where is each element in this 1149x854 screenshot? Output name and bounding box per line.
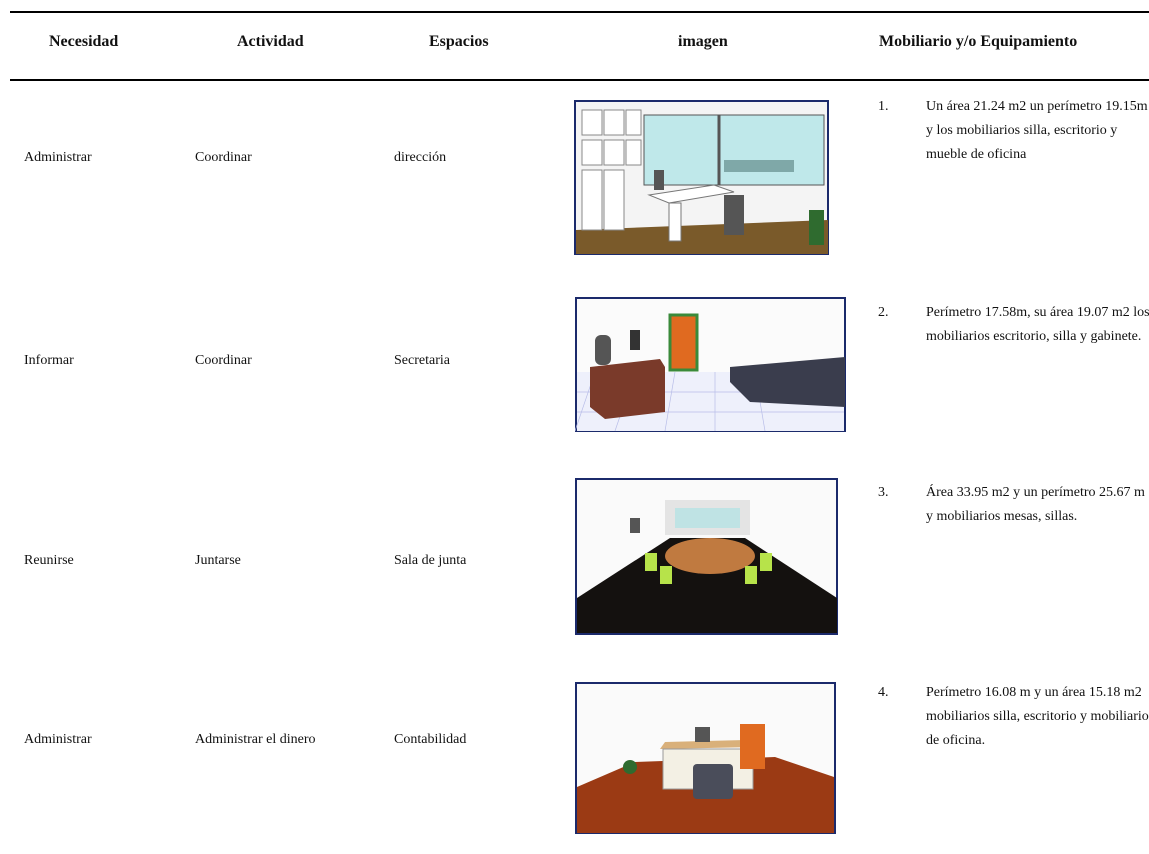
header-cell: Actividad xyxy=(237,33,304,50)
header-cell: Necesidad xyxy=(49,33,119,50)
office-image xyxy=(575,682,836,834)
office-image xyxy=(575,297,846,432)
header-rule xyxy=(10,79,1149,81)
top-rule xyxy=(10,11,1149,13)
cell: Secretaria xyxy=(394,353,450,368)
cell: Administrar el dinero xyxy=(195,732,316,747)
item-number: 2. xyxy=(878,305,889,320)
item-text: Área 33.95 m2 y un perímetro 25.67 m y m… xyxy=(926,485,1145,524)
cell: Coordinar xyxy=(195,150,252,165)
item-text: Perímetro 16.08 m y un área 15.18 m2 mob… xyxy=(926,685,1149,748)
office-image xyxy=(574,100,829,255)
cell: Juntarse xyxy=(195,553,241,568)
cell: Administrar xyxy=(24,150,92,165)
item-number: 3. xyxy=(878,485,889,500)
item-number: 1. xyxy=(878,99,889,114)
header-cell: Espacios xyxy=(429,33,489,50)
cell: Coordinar xyxy=(195,353,252,368)
cell: dirección xyxy=(394,150,447,165)
item-text: Un área 21.24 m2 un perímetro 19.15m y l… xyxy=(926,99,1148,162)
office-image xyxy=(575,478,838,635)
cell: Reunirse xyxy=(24,553,74,568)
cell: Informar xyxy=(24,353,74,368)
header-cell: Mobiliario y/o Equipamiento xyxy=(879,33,1078,50)
item-text: Perímetro 17.58m, su área 19.07 m2 los m… xyxy=(926,305,1149,344)
header-cell: imagen xyxy=(678,33,728,50)
cell: Contabilidad xyxy=(394,732,467,747)
item-number: 4. xyxy=(878,685,889,700)
cell: Administrar xyxy=(24,732,92,747)
cell: Sala de junta xyxy=(394,553,467,568)
